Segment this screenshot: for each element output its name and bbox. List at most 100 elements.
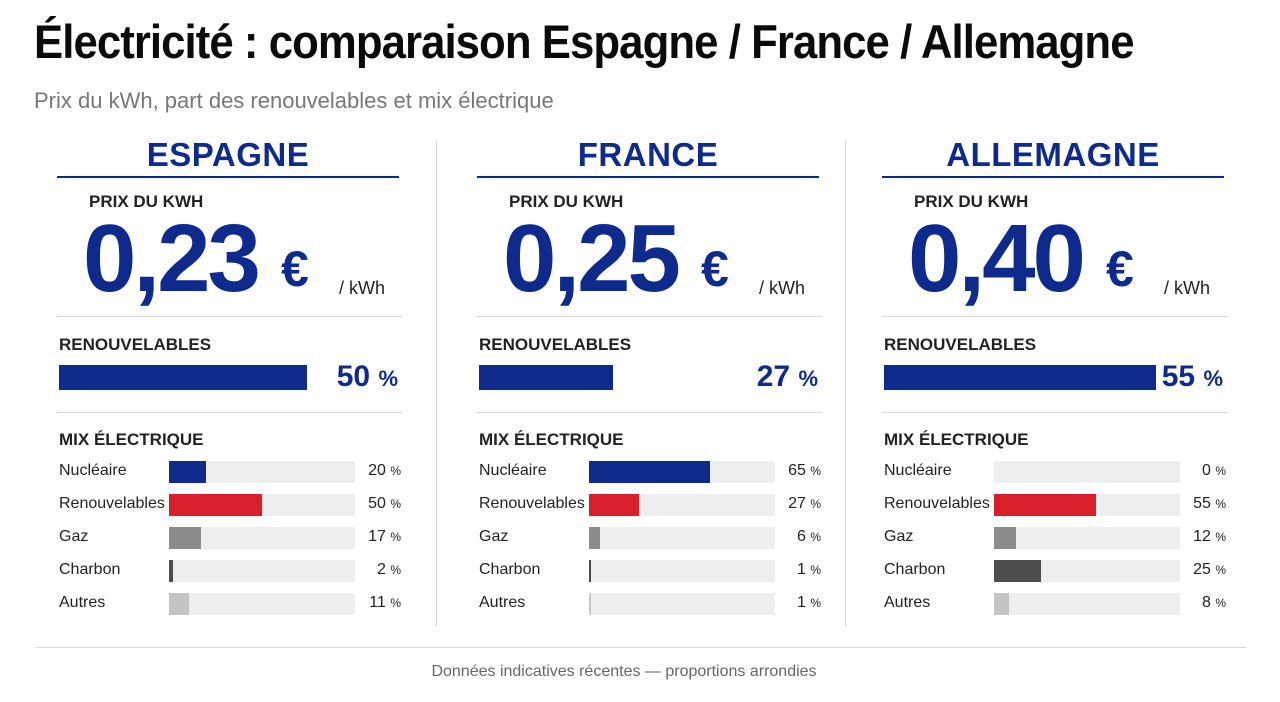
section-divider: [477, 316, 822, 317]
renewables-number: 55: [1161, 360, 1196, 393]
percent-sign: %: [1215, 497, 1226, 511]
mix-bar-track: [169, 461, 355, 483]
mix-value: 0 %: [1202, 462, 1226, 480]
mix-value: 1 %: [797, 561, 821, 579]
section-divider: [57, 316, 402, 317]
mix-bar-track: [994, 527, 1180, 549]
price-unit: / kWh: [339, 278, 386, 298]
column-divider: [436, 140, 437, 626]
percent-sign: %: [1203, 366, 1223, 391]
mix-number: 1: [796, 594, 806, 611]
price-currency: €: [1106, 241, 1134, 297]
column-divider: [845, 140, 846, 626]
mix-value: 50 %: [368, 495, 401, 513]
price-unit: / kWh: [759, 278, 806, 298]
mix-bar-track: [994, 593, 1180, 615]
country-underline: [57, 176, 399, 178]
mix-source-name: Gaz: [479, 528, 509, 545]
price-label: PRIX DU KWH: [509, 192, 624, 211]
mix-source-name: Nucléaire: [884, 462, 952, 479]
mix-source-name: Renouvelables: [59, 495, 165, 512]
mix-number: 8: [1201, 594, 1211, 611]
mix-source-name: Autres: [884, 594, 931, 611]
section-divider: [57, 412, 402, 413]
mix-row: Charbon 2 %: [59, 560, 401, 582]
country-panel-espagne: ESPAGNE PRIX DU KWH 0,23 € / kWh RENOUVELABLE…: [57, 136, 402, 626]
mix-value: 12 %: [1193, 528, 1226, 546]
mix-source-name: Gaz: [884, 528, 914, 545]
mix-value: 2 %: [377, 561, 401, 579]
page-title: Électricité : comparaison Espagne / Fran…: [34, 15, 1135, 68]
percent-sign: %: [390, 497, 401, 511]
mix-value: 8 %: [1202, 594, 1226, 612]
percent-sign: %: [390, 530, 401, 544]
mix-source-name: Charbon: [59, 561, 121, 578]
mix-number: 17: [368, 528, 386, 545]
country-underline: [882, 176, 1224, 178]
mix-number: 25: [1193, 561, 1211, 578]
mix-bar: [994, 527, 1017, 549]
renewables-label: RENOUVELABLES: [884, 335, 1037, 354]
mix-value: 11 %: [369, 594, 401, 612]
mix-source-name: Gaz: [59, 528, 89, 545]
mix-number: 20: [368, 462, 386, 479]
price-value: 0,23: [83, 205, 261, 312]
mix-bar-track: [169, 560, 355, 582]
mix-bar: [589, 461, 710, 483]
mix-value: 20 %: [368, 462, 401, 480]
percent-sign: %: [390, 596, 401, 610]
mix-bar: [169, 527, 201, 549]
percent-sign: %: [1215, 464, 1226, 478]
price-value: 0,40: [908, 205, 1086, 312]
mix-value: 25 %: [1193, 561, 1226, 579]
mix-bar-track: [169, 527, 355, 549]
mix-label: MIX ÉLECTRIQUE: [59, 430, 204, 449]
footer-divider: [36, 647, 1246, 648]
mix-source-name: Nucléaire: [59, 462, 127, 479]
renewables-bar: [59, 365, 307, 390]
mix-source-name: Charbon: [479, 561, 541, 578]
mix-row: Autres 11 %: [59, 593, 401, 615]
mix-value: 6 %: [797, 528, 821, 546]
mix-number: 55: [1193, 495, 1211, 512]
mix-source-name: Autres: [59, 594, 106, 611]
price-label: PRIX DU KWH: [89, 192, 204, 211]
mix-value: 27 %: [788, 495, 821, 513]
percent-sign: %: [1215, 596, 1226, 610]
mix-label: MIX ÉLECTRIQUE: [479, 430, 624, 449]
mix-value: 17 %: [368, 528, 401, 546]
mix-number: 0: [1201, 462, 1211, 479]
percent-sign: %: [1215, 530, 1226, 544]
mix-bar-track: [169, 593, 355, 615]
mix-bar: [589, 593, 591, 615]
renewables-number: 27: [756, 360, 791, 393]
mix-row: Gaz 17 %: [59, 527, 401, 549]
mix-value: 65 %: [788, 462, 821, 480]
page-subtitle: Prix du kWh, part des renouvelables et m…: [34, 88, 554, 113]
percent-sign: %: [810, 464, 821, 478]
price-unit: / kWh: [1164, 278, 1211, 298]
mix-source-name: Renouvelables: [884, 495, 990, 512]
mix-value: 1 %: [797, 594, 821, 612]
percent-sign: %: [810, 497, 821, 511]
percent-sign: %: [810, 530, 821, 544]
price-currency: €: [701, 241, 729, 297]
mix-bar-track: [589, 593, 775, 615]
mix-bar-track: [589, 494, 775, 516]
mix-row: Renouvelables 55 %: [884, 494, 1226, 516]
mix-number: 11: [369, 594, 386, 611]
percent-sign: %: [810, 596, 821, 610]
country-name: ALLEMAGNE: [946, 136, 1160, 173]
mix-label: MIX ÉLECTRIQUE: [884, 430, 1029, 449]
mix-bar-track: [994, 494, 1180, 516]
mix-bar: [994, 494, 1097, 516]
mix-row: Nucléaire 20 %: [59, 461, 401, 483]
percent-sign: %: [798, 366, 818, 391]
mix-row: Charbon 25 %: [884, 560, 1226, 582]
mix-row: Gaz 12 %: [884, 527, 1226, 549]
price-currency: €: [281, 241, 309, 297]
renewables-value: 50 %: [337, 360, 398, 394]
mix-bar-track: [994, 461, 1180, 483]
mix-row: Autres 1 %: [479, 593, 821, 615]
renewables-number: 50: [336, 360, 371, 393]
